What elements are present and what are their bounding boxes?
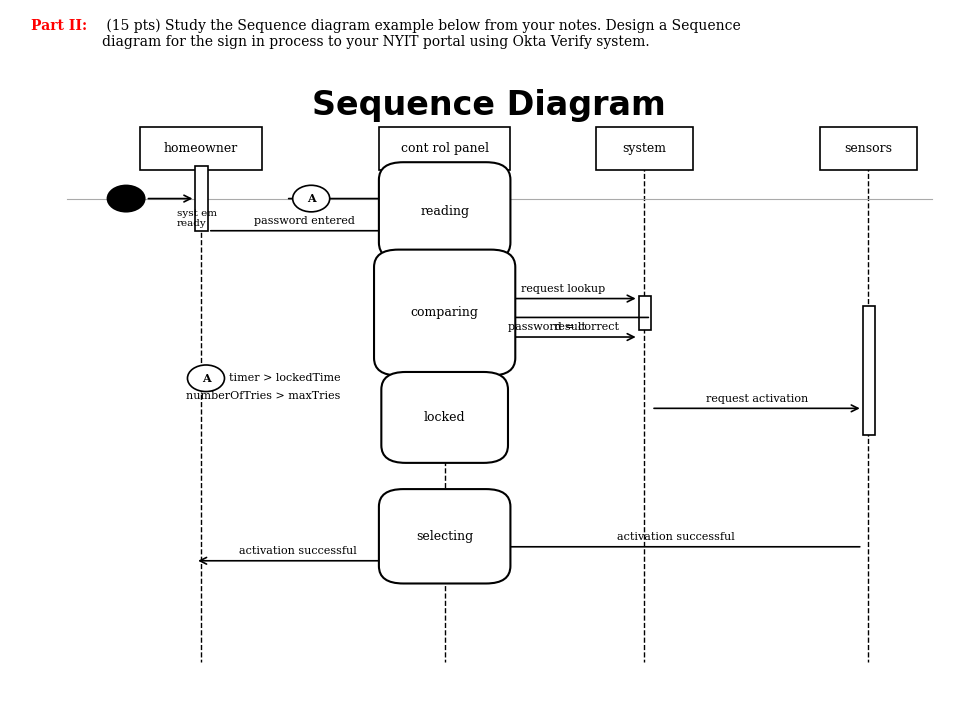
Text: comparing: comparing (410, 306, 479, 319)
FancyBboxPatch shape (374, 250, 515, 376)
Bar (639, 296, 652, 330)
FancyBboxPatch shape (381, 372, 508, 463)
Text: activation successful: activation successful (616, 532, 735, 542)
Text: homeowner: homeowner (164, 142, 238, 154)
Text: A: A (201, 373, 210, 384)
Text: sensors: sensors (844, 142, 892, 154)
Text: system: system (622, 142, 666, 154)
FancyBboxPatch shape (379, 489, 510, 583)
Circle shape (293, 185, 329, 212)
Text: cont rol panel: cont rol panel (401, 142, 488, 154)
FancyBboxPatch shape (820, 126, 917, 170)
FancyBboxPatch shape (596, 126, 693, 170)
Circle shape (188, 365, 225, 392)
Text: result: result (553, 322, 586, 332)
Bar (195, 166, 208, 231)
Text: password = correct: password = correct (508, 322, 619, 332)
Text: A: A (307, 193, 316, 204)
Text: numberOfTries > maxTries: numberOfTries > maxTries (186, 391, 340, 401)
Text: request lookup: request lookup (522, 284, 606, 293)
Text: (15 pts) Study the Sequence diagram example below from your notes. Design a Sequ: (15 pts) Study the Sequence diagram exam… (102, 19, 741, 49)
Text: activation successful: activation successful (239, 546, 357, 556)
Text: locked: locked (424, 411, 465, 424)
Text: timer > lockedTime: timer > lockedTime (229, 373, 340, 383)
FancyBboxPatch shape (379, 162, 510, 260)
Text: Part II:: Part II: (30, 19, 87, 33)
FancyBboxPatch shape (141, 126, 262, 170)
Text: selecting: selecting (416, 530, 473, 543)
Text: reading: reading (420, 205, 469, 218)
FancyBboxPatch shape (379, 126, 510, 170)
Text: Sequence Diagram: Sequence Diagram (312, 88, 665, 121)
Text: request activation: request activation (705, 394, 808, 404)
Text: password entered: password entered (254, 216, 355, 226)
Circle shape (106, 185, 146, 213)
Bar (863, 305, 875, 435)
Text: syst em
ready: syst em ready (177, 209, 217, 228)
